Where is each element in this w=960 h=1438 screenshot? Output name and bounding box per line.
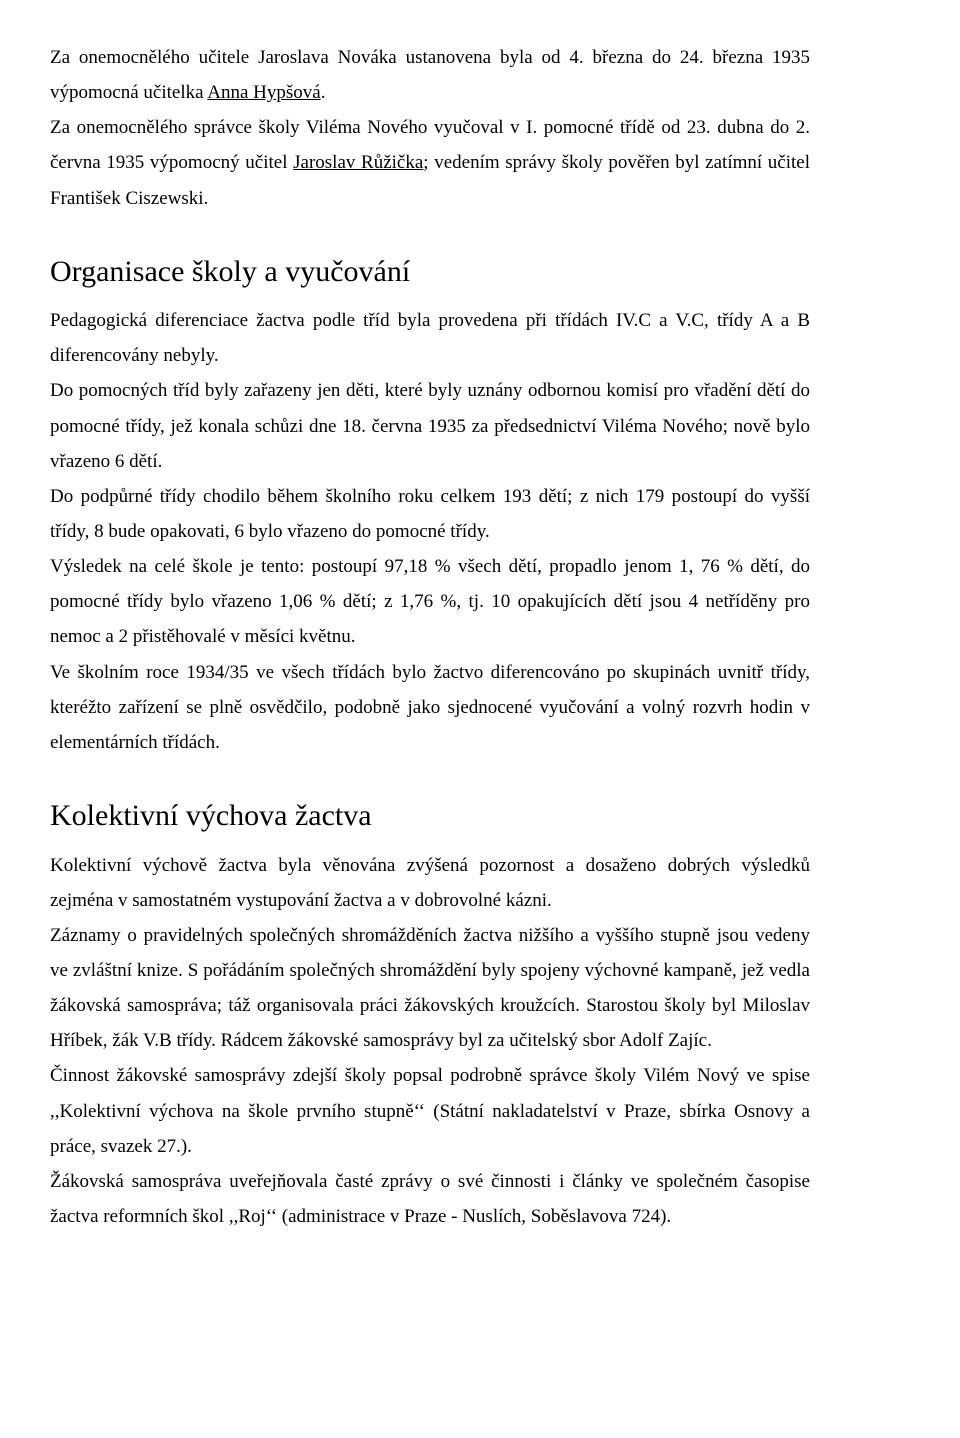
- text: Za onemocnělého učitele Jaroslava Nováka…: [50, 47, 810, 103]
- sec1-paragraph-3: Do podpůrné třídy chodilo během školního…: [50, 479, 810, 549]
- underlined-name: Anna Hypšová: [207, 82, 320, 103]
- intro-paragraph-2: Za onemocnělého správce školy Viléma Nov…: [50, 110, 810, 215]
- underlined-name: Jaroslav Růžička: [293, 152, 423, 173]
- section-heading-organisace: Organisace školy a vyučování: [50, 244, 810, 300]
- sec2-paragraph-2: Záznamy o pravidelných společných shromá…: [50, 918, 810, 1059]
- sec1-paragraph-5: Ve školním roce 1934/35 ve všech třídách…: [50, 655, 810, 760]
- sec1-paragraph-4: Výsledek na celé škole je tento: postoup…: [50, 549, 810, 654]
- intro-paragraph-1: Za onemocnělého učitele Jaroslava Nováka…: [50, 40, 810, 110]
- sec2-paragraph-4: Žákovská samospráva uveřejňovala časté z…: [50, 1164, 810, 1234]
- sec1-paragraph-2: Do pomocných tříd byly zařazeny jen děti…: [50, 373, 810, 478]
- text: .: [321, 82, 326, 103]
- sec2-paragraph-1: Kolektivní výchově žactva byla věnována …: [50, 848, 810, 918]
- section-heading-kolektivni: Kolektivní výchova žactva: [50, 788, 810, 844]
- sec2-paragraph-3: Činnost žákovské samosprávy zdejší školy…: [50, 1058, 810, 1163]
- sec1-paragraph-1: Pedagogická diferenciace žactva podle tř…: [50, 303, 810, 373]
